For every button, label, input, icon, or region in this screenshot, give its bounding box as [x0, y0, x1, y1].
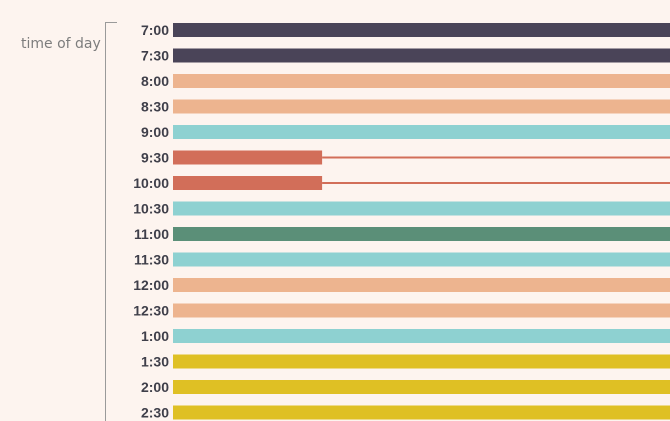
tick-label: 12:30 [133, 303, 169, 319]
tick-label: 9:00 [141, 124, 169, 140]
tick-label: 8:00 [141, 73, 169, 89]
axis-bracket [105, 22, 117, 421]
tick-label: 2:00 [141, 379, 169, 395]
tick-label: 12:00 [133, 277, 169, 293]
tick-label: 8:30 [141, 99, 169, 115]
bar [173, 380, 670, 394]
tick-label: 11:00 [134, 226, 169, 242]
bar [173, 48, 670, 63]
tick-label: 9:30 [141, 150, 169, 166]
bar [173, 329, 670, 343]
tick-label: 11:30 [134, 252, 169, 268]
tick-label: 7:00 [141, 22, 169, 38]
bar [173, 227, 670, 241]
tick-label: 1:00 [141, 328, 169, 344]
bar [173, 125, 670, 139]
tick-label: 10:00 [133, 175, 169, 191]
axis-title: time of day [21, 36, 101, 52]
tick-label: 2:30 [141, 405, 169, 421]
bar [173, 201, 670, 216]
tick-label: 1:30 [141, 354, 169, 370]
bar [173, 99, 670, 114]
bar [173, 252, 670, 267]
bar [173, 23, 670, 37]
bar [173, 150, 323, 165]
bar [173, 354, 670, 369]
tick-label: 7:30 [141, 48, 169, 64]
bar [173, 303, 670, 318]
bar [173, 176, 323, 190]
bar [173, 74, 670, 88]
bar [173, 405, 670, 420]
tick-label: 10:30 [133, 201, 169, 217]
bar [173, 278, 670, 292]
